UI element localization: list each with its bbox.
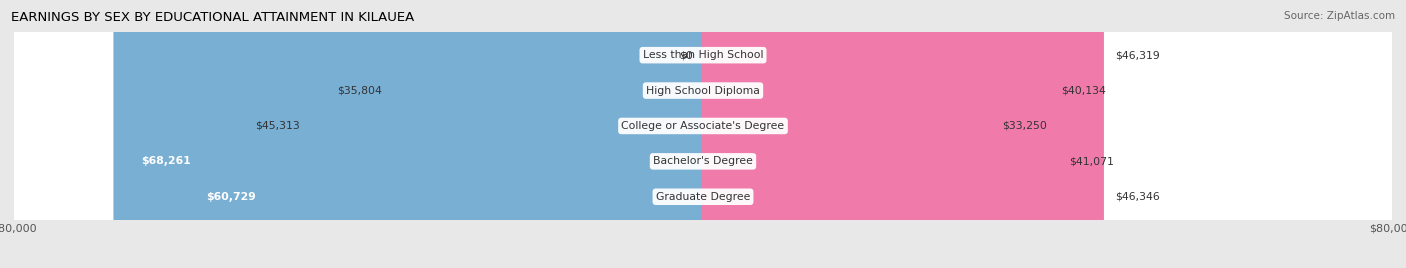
Text: $68,261: $68,261 <box>141 156 191 166</box>
FancyBboxPatch shape <box>702 0 1059 268</box>
FancyBboxPatch shape <box>10 0 1396 268</box>
Text: Bachelor's Degree: Bachelor's Degree <box>652 156 754 166</box>
FancyBboxPatch shape <box>702 0 1050 268</box>
Text: $40,134: $40,134 <box>1062 85 1107 96</box>
Text: Graduate Degree: Graduate Degree <box>655 192 751 202</box>
Text: High School Diploma: High School Diploma <box>647 85 759 96</box>
Text: $35,804: $35,804 <box>337 85 382 96</box>
FancyBboxPatch shape <box>702 0 991 268</box>
Text: College or Associate's Degree: College or Associate's Degree <box>621 121 785 131</box>
Text: $46,346: $46,346 <box>1115 192 1160 202</box>
Text: Less than High School: Less than High School <box>643 50 763 60</box>
Text: $45,313: $45,313 <box>254 121 299 131</box>
FancyBboxPatch shape <box>10 0 1396 268</box>
FancyBboxPatch shape <box>114 0 704 268</box>
Text: $60,729: $60,729 <box>205 192 256 202</box>
Text: Source: ZipAtlas.com: Source: ZipAtlas.com <box>1284 11 1395 21</box>
FancyBboxPatch shape <box>10 0 1396 268</box>
FancyBboxPatch shape <box>10 0 1396 268</box>
FancyBboxPatch shape <box>702 0 1104 268</box>
FancyBboxPatch shape <box>392 0 704 268</box>
Text: $0: $0 <box>679 50 693 60</box>
Text: $46,319: $46,319 <box>1115 50 1160 60</box>
Text: EARNINGS BY SEX BY EDUCATIONAL ATTAINMENT IN KILAUEA: EARNINGS BY SEX BY EDUCATIONAL ATTAINMEN… <box>11 11 415 24</box>
FancyBboxPatch shape <box>179 0 704 268</box>
FancyBboxPatch shape <box>311 0 704 268</box>
FancyBboxPatch shape <box>10 0 1396 268</box>
Text: $33,250: $33,250 <box>1002 121 1047 131</box>
FancyBboxPatch shape <box>702 0 1104 268</box>
Text: $41,071: $41,071 <box>1070 156 1115 166</box>
